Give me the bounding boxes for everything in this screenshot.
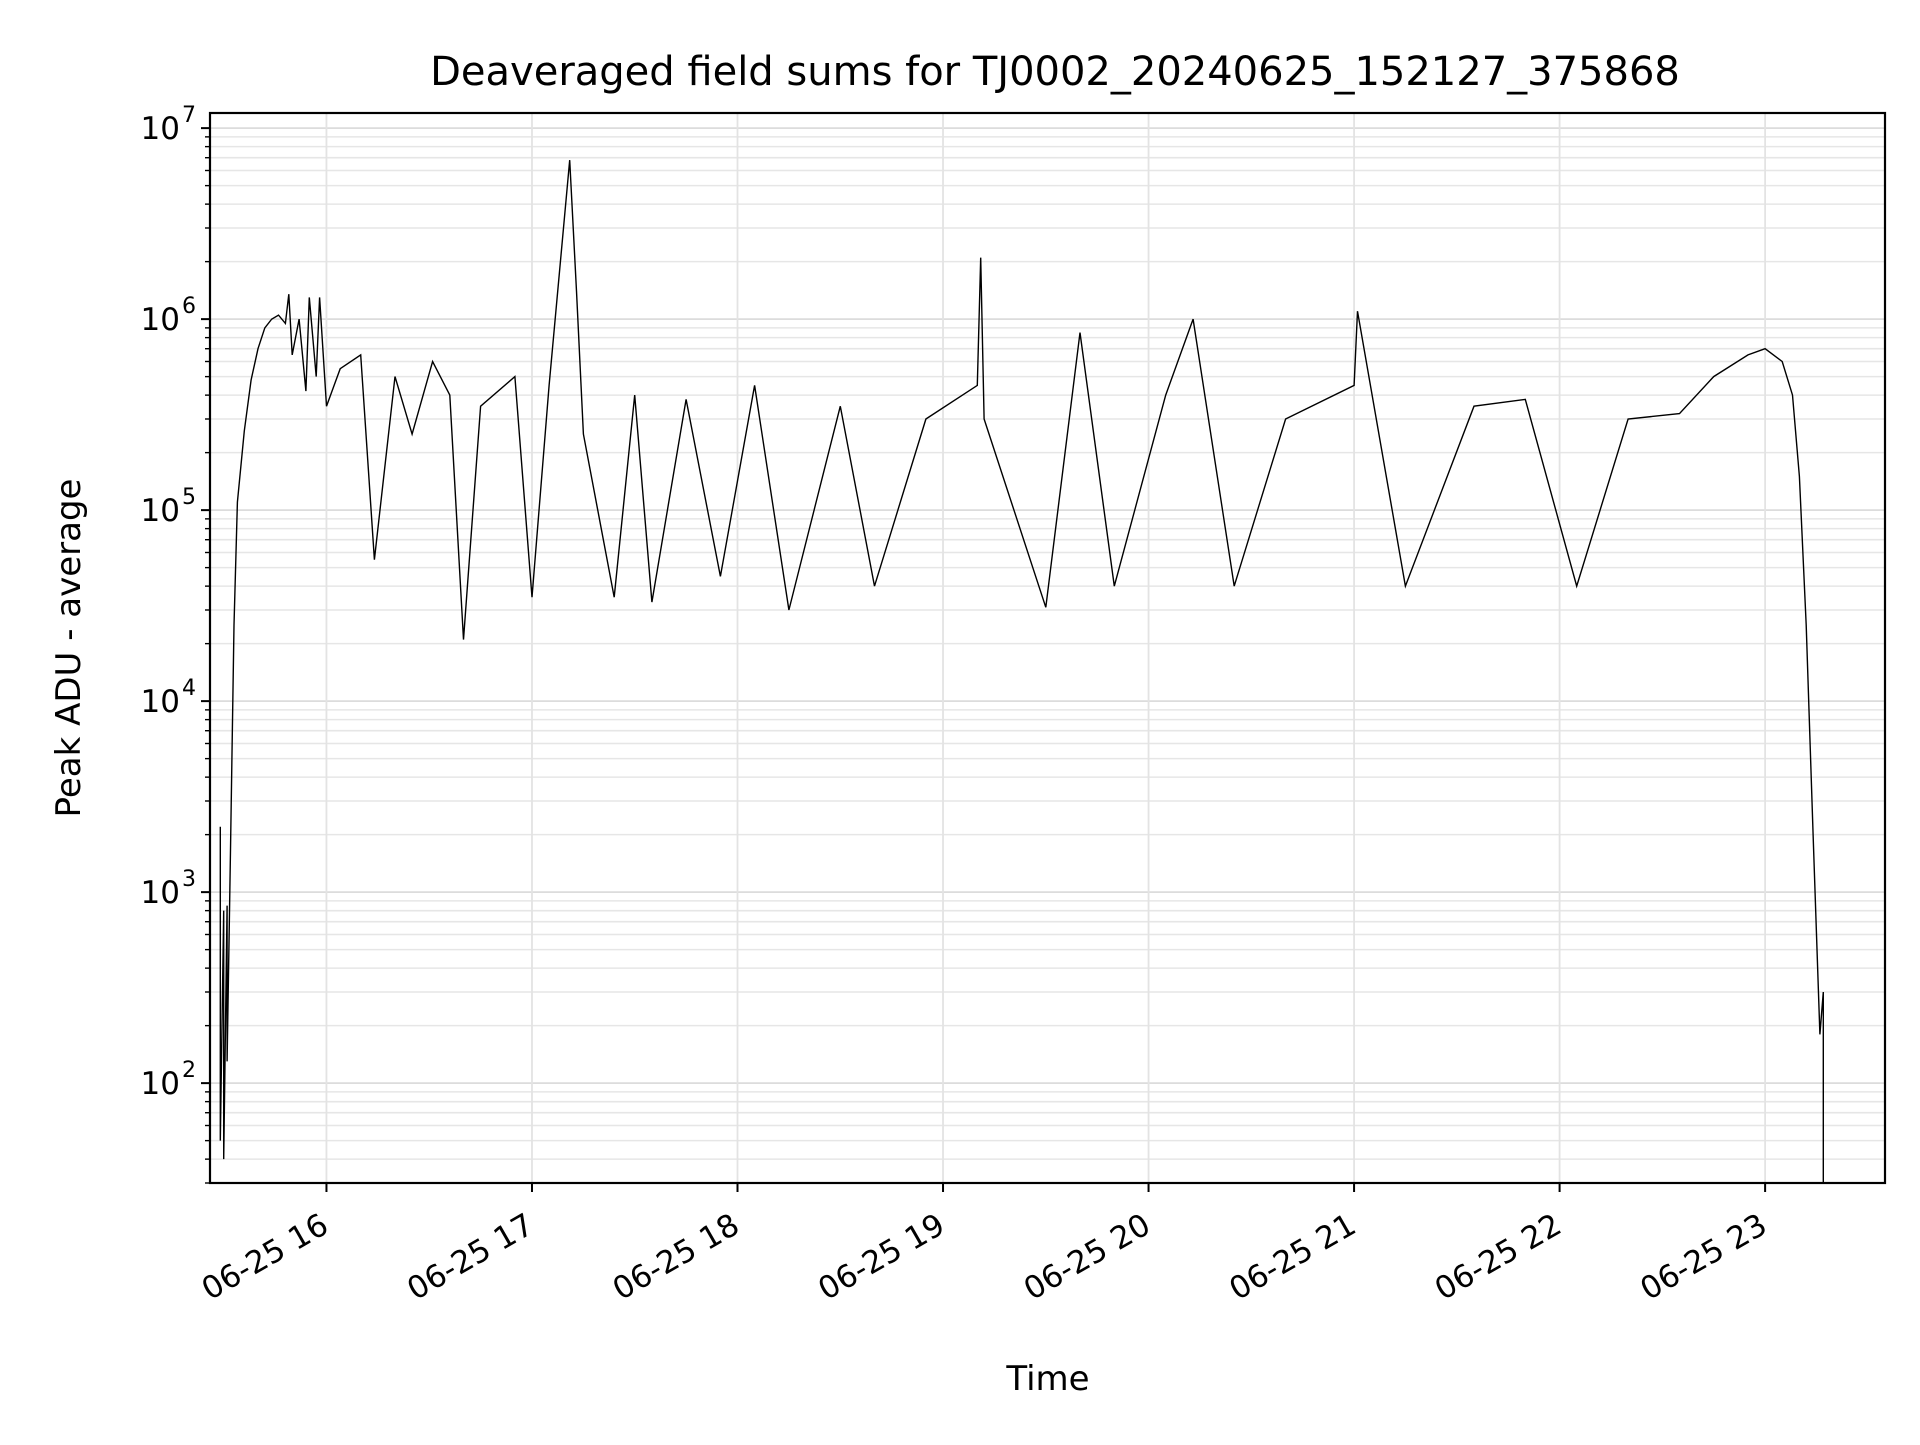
series-layer xyxy=(219,160,1824,1183)
y-axis-label: Peak ADU - average xyxy=(49,479,89,818)
y-tick-label: 10 xyxy=(141,684,180,720)
y-tick-exponent: 2 xyxy=(182,1058,196,1083)
y-tick-exponent: 6 xyxy=(182,294,196,319)
x-axis-label: Time xyxy=(1005,1359,1089,1399)
y-tick-label: 10 xyxy=(141,1066,180,1102)
y-tick-label: 10 xyxy=(141,111,180,147)
chart-title: Deaveraged field sums for TJ0002_2024062… xyxy=(430,49,1680,95)
y-tick-label: 10 xyxy=(141,493,180,529)
series-line xyxy=(219,160,1824,1183)
y-tick-exponent: 7 xyxy=(182,103,196,128)
plot-frame xyxy=(208,111,1887,1185)
y-tick-exponent: 5 xyxy=(182,485,196,510)
y-tick-label: 10 xyxy=(141,302,180,338)
y-tick-exponent: 4 xyxy=(182,676,196,701)
y-tick-label: 10 xyxy=(141,875,180,911)
grid xyxy=(210,113,1885,1184)
y-tick-exponent: 3 xyxy=(182,867,196,892)
